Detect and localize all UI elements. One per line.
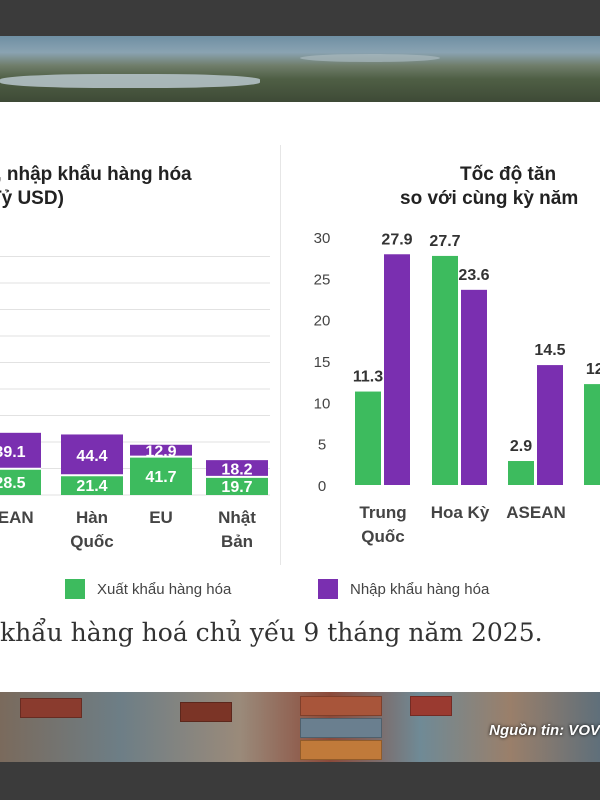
legend-item-import: Nhập khẩu hàng hóa [318, 579, 489, 599]
shipping-container [20, 698, 82, 718]
bar-export [508, 461, 534, 485]
data-label-import: 44.4 [76, 448, 107, 465]
bar-export [130, 456, 192, 495]
shipping-container [410, 696, 452, 716]
chart-legend: Xuất khẩu hàng hóa Nhập khẩu hàng hóa [0, 573, 600, 607]
right-chart-panel: Tốc độ tăn so với cùng kỳ năm 0 5 10 15 20 25… [300, 145, 600, 565]
shipping-container [300, 696, 382, 716]
data-label: 14.5 [534, 342, 565, 359]
y-tick-label: 30 [314, 230, 331, 247]
right-chart-svg: 0 5 10 15 20 25 30 11.3 27.9 Trung Quốc 27.7 23.6 Hoa… [314, 230, 600, 546]
data-label: 27.9 [381, 231, 412, 248]
y-tick-label: 5 [318, 437, 326, 454]
bar-import [130, 444, 192, 457]
legend-swatch-export [65, 579, 85, 599]
data-label-export: 21.4 [76, 478, 107, 495]
top-letterbox-bar [0, 0, 600, 36]
legend-swatch-import [318, 579, 338, 599]
bar-import [461, 289, 487, 485]
river-shape-2 [300, 54, 440, 62]
right-chart-subtitle: so với cùng kỳ năm [400, 188, 579, 209]
category-label: Trung [359, 503, 406, 522]
data-label: 23.6 [458, 267, 489, 284]
left-chart-title: t, nhập khẩu hàng hóa [0, 164, 192, 185]
shipping-container [300, 740, 382, 760]
bar-import [61, 434, 123, 476]
y-tick-label: 15 [314, 354, 331, 371]
source-credit: Nguồn tin: VOV [489, 722, 600, 739]
aerial-photo-bottom: Nguồn tin: VOV [0, 692, 600, 762]
legend-label-export: Xuất khẩu hàng hóa [97, 580, 232, 598]
category-label: EU [149, 508, 173, 527]
caption-text: khẩu hàng hoá chủ yếu 9 tháng năm 2025. [0, 618, 543, 647]
shipping-container [300, 718, 382, 738]
shipping-container [180, 702, 232, 722]
bar-import [384, 254, 410, 485]
category-label: Nhật [218, 508, 256, 527]
bottom-letterbox-bar [0, 762, 600, 800]
bar-import [537, 365, 563, 485]
category-label: Hàn [76, 508, 108, 527]
data-label-export: 41.7 [145, 469, 176, 486]
bar-export [206, 476, 268, 495]
left-chart-subtitle: Tỷ USD) [0, 188, 64, 209]
river-shape [0, 74, 260, 88]
data-label-import: 39.1 [0, 444, 26, 461]
left-chart-panel: t, nhập khẩu hàng hóa Tỷ USD) 28.5 39.1 SE… [0, 145, 281, 565]
bar-export [0, 468, 41, 495]
right-chart-title: Tốc độ tăn [460, 164, 557, 185]
left-chart-svg: 28.5 39.1 SEAN 21.4 44.4 Hàn Quốc 41.7 12.9 EU 19.… [0, 256, 270, 551]
y-tick-label: 25 [314, 271, 331, 288]
category-label: Bản [221, 532, 253, 551]
bar-export [584, 384, 600, 485]
bar-export [61, 475, 123, 495]
aerial-photo-top [0, 36, 600, 102]
bar-export [432, 255, 458, 485]
y-tick-label: 20 [314, 313, 331, 330]
data-label: 27.7 [429, 233, 460, 250]
category-label: ASEAN [506, 503, 566, 522]
y-tick-label: 10 [314, 395, 331, 412]
data-label: 11.3 [353, 369, 383, 386]
legend-label-import: Nhập khẩu hàng hóa [350, 580, 490, 598]
data-label-export: 19.7 [221, 479, 252, 496]
category-label: Quốc [361, 527, 404, 546]
category-label: Quốc [70, 532, 113, 551]
bar-import [0, 432, 41, 469]
data-label-import: 12.9 [145, 444, 176, 461]
category-label: SEAN [0, 508, 34, 527]
data-label: 12. [586, 361, 600, 378]
category-label: Hoa Kỳ [431, 503, 490, 522]
data-label: 2.9 [510, 438, 532, 455]
bar-export [355, 391, 381, 485]
data-label-export: 28.5 [0, 475, 26, 492]
legend-item-export: Xuất khẩu hàng hóa [65, 579, 231, 599]
y-tick-label: 0 [318, 478, 326, 495]
data-label-import: 18.2 [221, 462, 252, 479]
bar-import [206, 460, 268, 477]
